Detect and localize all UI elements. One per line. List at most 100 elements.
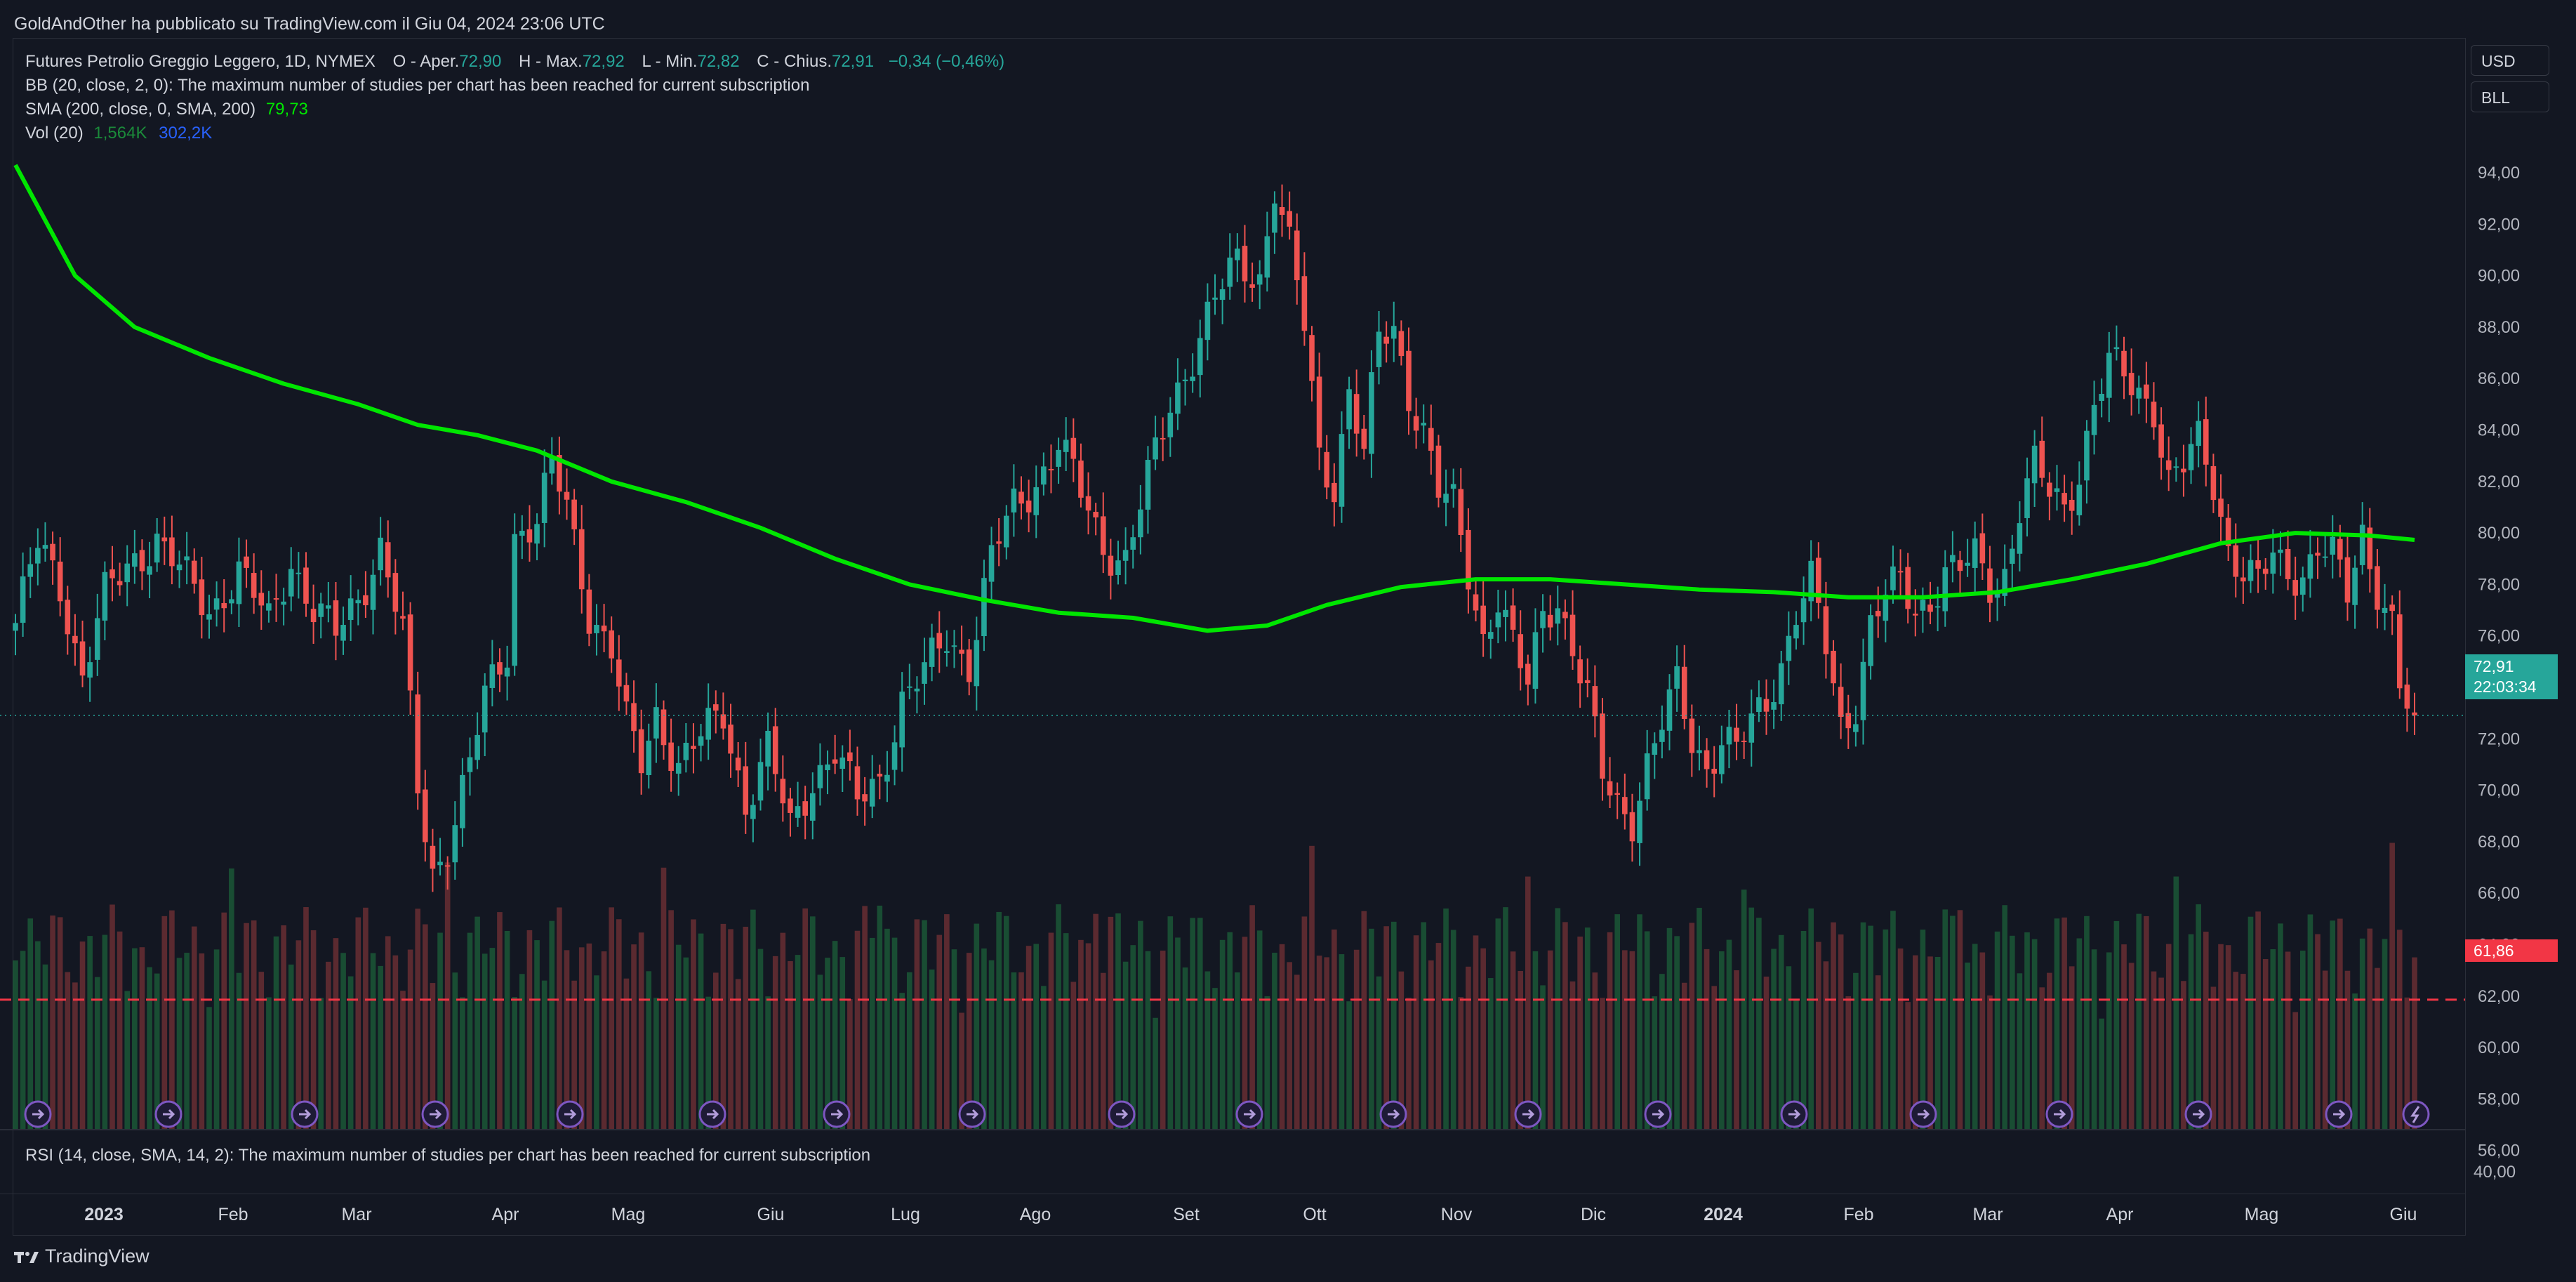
unit-button[interactable]: BLL [2471,81,2549,112]
volume-bar [899,993,905,1129]
bb-legend[interactable]: BB (20, close, 2, 0): The maximum number… [25,76,809,95]
candle-body [1473,594,1479,611]
sma-legend[interactable]: SMA (200, close, 0, SMA, 200) 79,73 [25,100,308,119]
volume-bar [2278,923,2283,1129]
volume-bar [1406,998,1412,1129]
candle-body [1562,612,1568,619]
volume-bar [1324,957,1330,1129]
volume-bar [735,979,741,1129]
volume-bar [809,916,816,1129]
volume-bar [1242,937,1248,1129]
candle-body [914,688,920,692]
candle-body [1704,750,1710,769]
volume-bar [117,931,123,1129]
event-arrow-icon [831,1109,844,1120]
volume-bar [423,924,428,1129]
candle-body [2240,577,2246,582]
candle-body [743,766,749,815]
event-arrow-icon [430,1109,442,1120]
volume-bar [675,944,682,1129]
volume-bar [1890,911,1896,1129]
volume-bar [2367,928,2373,1129]
volume-bar [1264,996,1270,1129]
volume-bar [2062,917,2067,1129]
candle-body [951,645,957,647]
candle-body [519,530,525,536]
volume-bar [109,904,115,1129]
volume-bar [229,868,234,1129]
time-tick-label: Apr [2106,1205,2134,1224]
candle-body [2144,384,2149,399]
volume-bar [1838,934,1844,1129]
candle-body [1838,687,1844,717]
candle-body [244,556,249,568]
volume-bar [460,997,465,1129]
candle-body [489,664,496,688]
candle-body [363,595,369,606]
volume-bar [2352,993,2358,1129]
volume-bar [1927,956,1933,1129]
candle-body [2248,560,2254,581]
candle-body [94,618,100,660]
candle-body [981,578,987,637]
sma-value: 79,73 [265,100,308,119]
price-tick-label: 92,00 [2478,215,2520,234]
candle-body [1130,537,1136,550]
volume-bar [1600,998,1605,1129]
candle-body [2396,614,2403,689]
candle-body [2047,482,2052,497]
event-arrow-icon [707,1109,719,1120]
candle-body [929,637,935,667]
volume-bar [1704,949,1710,1129]
volume-bar [2375,967,2380,1129]
candle-body [2091,404,2097,435]
event-arrow-icon [1116,1109,1129,1120]
volume-bar [1800,930,1807,1129]
volume-bar [557,907,562,1129]
volume-bar [646,971,652,1129]
volume-bar [363,907,369,1129]
candle-body [959,649,964,654]
candle-body [1763,699,1770,712]
candle-body [1957,560,1963,571]
candle-body [1607,781,1613,796]
volume-bar [1905,1002,1911,1129]
candle-body [266,603,272,611]
candle-body [2299,577,2306,595]
volume-bar [2315,934,2321,1129]
volume-bar [2396,930,2403,1129]
candle-body [1279,206,1285,216]
volume-bar [1719,951,1725,1129]
rsi-legend[interactable]: RSI (14, close, SMA, 14, 2): The maximum… [25,1146,871,1165]
candle-body [884,774,890,782]
volume-bar [2299,950,2306,1129]
volume-bar [2248,916,2254,1129]
candle-body [1093,512,1098,517]
volume-bar [1458,997,1464,1129]
price-tick-label: 72,00 [2478,729,2520,748]
volume-bar [1897,948,1904,1129]
volume-bar [2262,959,2269,1129]
volume-bar [1860,922,1866,1129]
volume-bar [273,936,279,1129]
candle-body [2039,440,2045,478]
volume-bar [2106,952,2112,1129]
tradingview-brand[interactable]: TradingView [14,1245,150,1267]
candle-body [1808,560,1814,602]
volume-bar [601,951,607,1129]
event-arrow-icon [2054,1109,2066,1120]
candle-body [1726,727,1732,745]
currency-button[interactable]: USD [2471,45,2549,76]
candle-body [825,764,830,770]
volume-bar [2188,934,2194,1129]
volume-bar [2158,977,2164,1129]
vol-legend[interactable]: Vol (20) 1,564K 302,2K [25,124,212,143]
candle-body [1204,301,1211,341]
candle-body [1190,376,1195,381]
volume-bar [549,920,555,1129]
candle-body [1972,538,1978,568]
volume-bar [728,929,733,1129]
candle-body [288,569,294,597]
candle-body [1383,336,1389,344]
